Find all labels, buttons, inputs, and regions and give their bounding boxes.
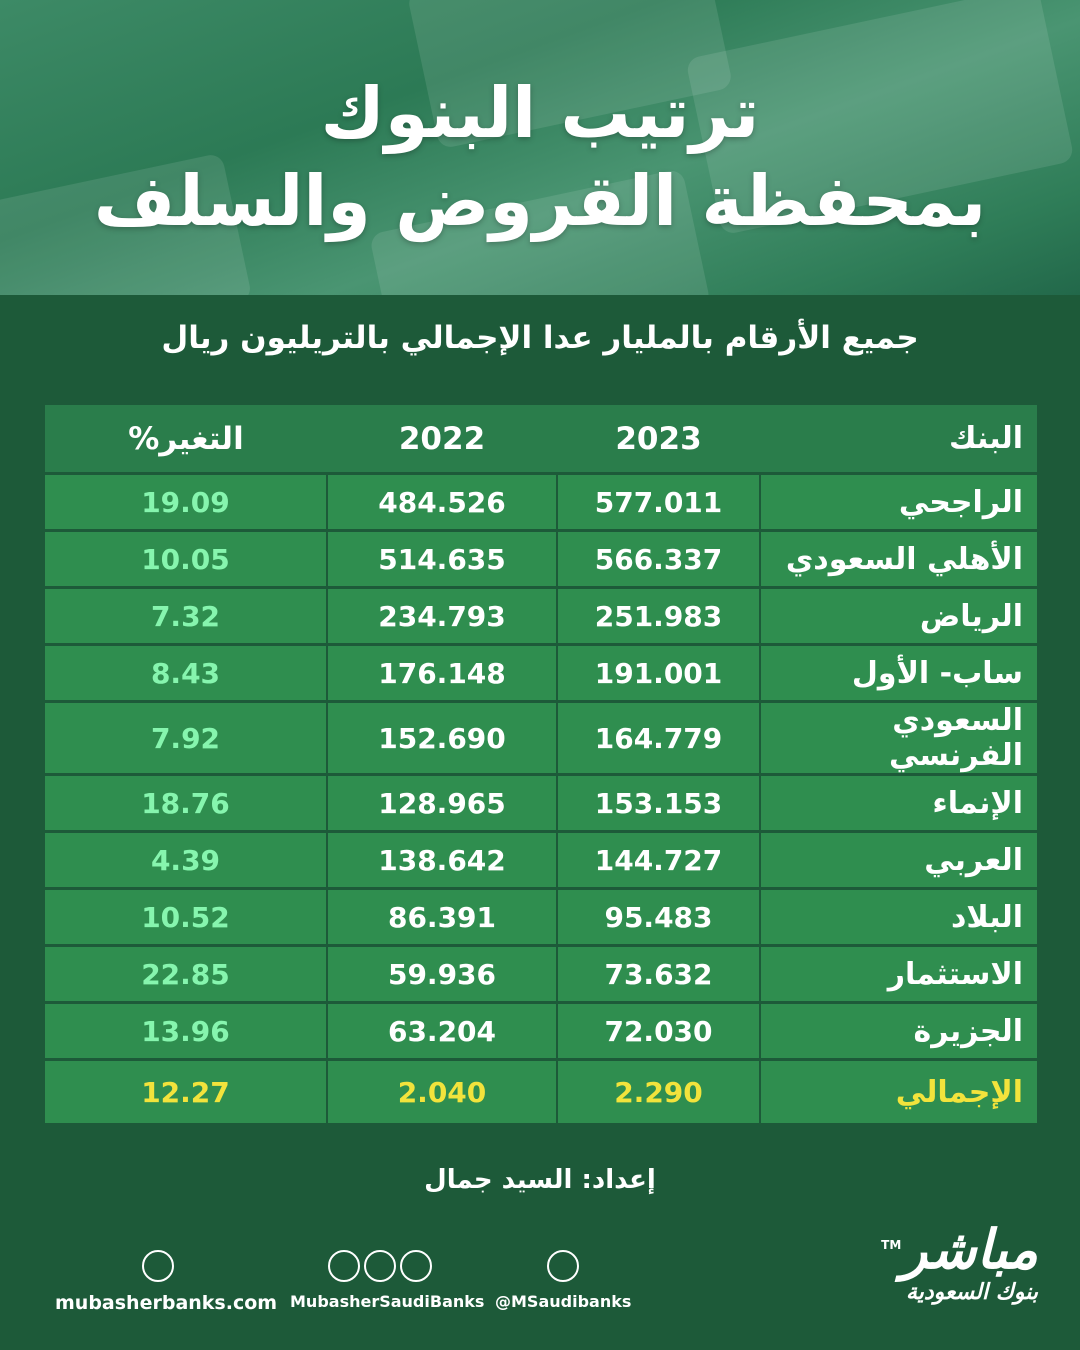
table-row: ساب- الأول 191.001 176.148 8.43 — [45, 643, 1037, 702]
table-cell: 22.85 — [45, 944, 327, 1003]
table-cell: 234.793 — [326, 586, 557, 645]
data-table: البنك 2023 2022 التغير% الراجحي 577.011 484.5… — [45, 405, 1037, 1123]
table-cell: الاستثمار — [759, 944, 1037, 1003]
table-cell: 176.148 — [326, 643, 557, 702]
total-cell: 2.040 — [326, 1058, 557, 1123]
table-row: السعودي الفرنسي 164.779 152.690 7.92 — [45, 700, 1037, 775]
table-cell: 19.09 — [45, 472, 327, 531]
table-cell: 251.983 — [556, 586, 760, 645]
header-cell: 2022 — [327, 405, 557, 474]
table-cell: 566.337 — [556, 529, 760, 588]
twitter: @MSaudibanks — [495, 1250, 632, 1311]
header-cell: 2023 — [557, 405, 760, 474]
table-cell: 138.642 — [326, 830, 557, 889]
table-row: الإنماء 153.153 128.965 18.76 — [45, 773, 1037, 832]
total-cell: 12.27 — [45, 1058, 327, 1123]
table-cell: البلاد — [759, 887, 1037, 946]
table-cell: 73.632 — [556, 944, 760, 1003]
table-cell: الجزيرة — [759, 1001, 1037, 1060]
header-cell: البنك — [760, 405, 1037, 474]
table-cell: 8.43 — [45, 643, 327, 702]
table-cell: 153.153 — [556, 773, 760, 832]
table-cell: 191.001 — [556, 643, 760, 702]
table-cell: 7.92 — [45, 700, 327, 775]
table-cell: الرياض — [759, 586, 1037, 645]
linkedin-icon[interactable] — [400, 1250, 432, 1282]
total-row: الإجمالي 2.290 2.040 12.27 — [45, 1058, 1037, 1123]
table-cell: السعودي الفرنسي — [759, 700, 1037, 775]
logo-subtext: بنوك السعودية — [905, 1280, 1038, 1305]
table-cell: 144.727 — [556, 830, 760, 889]
website-text: mubasherbanks.com — [55, 1292, 278, 1314]
title-line: بمحفظة القروض والسلف — [93, 160, 987, 242]
instagram-icon[interactable] — [364, 1250, 396, 1282]
table-cell: 10.05 — [45, 529, 327, 588]
subtitle: جميع الأرقام بالمليار عدا الإجمالي بالتر… — [161, 320, 919, 356]
table-row: الاستثمار 73.632 59.936 22.85 — [45, 944, 1037, 1003]
table-cell: 7.32 — [45, 586, 327, 645]
table-cell: 72.030 — [556, 1001, 760, 1060]
banner — [0, 0, 1080, 295]
twitter-handle: @MSaudibanks — [495, 1292, 632, 1311]
title-line: ترتيب البنوك — [320, 72, 760, 154]
total-cell: الإجمالي — [759, 1058, 1037, 1123]
table-row: العربي 144.727 138.642 4.39 — [45, 830, 1037, 889]
table-cell: 164.779 — [556, 700, 760, 775]
table-cell: 128.965 — [326, 773, 557, 832]
table-row: البلاد 95.483 86.391 10.52 — [45, 887, 1037, 946]
social-links: MubasherSaudiBanks — [290, 1250, 485, 1311]
facebook-icon[interactable] — [328, 1250, 360, 1282]
table-cell: 10.52 — [45, 887, 327, 946]
table-cell: العربي — [759, 830, 1037, 889]
credit: إعداد: السيد جمال — [424, 1165, 656, 1195]
table-cell: 63.204 — [326, 1001, 557, 1060]
header-cell: التغير% — [45, 405, 327, 474]
table-cell: 18.76 — [45, 773, 327, 832]
table-cell: 484.526 — [326, 472, 557, 531]
table-cell: 13.96 — [45, 1001, 327, 1060]
table-cell: 4.39 — [45, 830, 327, 889]
website: mubasherbanks.com — [55, 1250, 278, 1314]
social-handle: MubasherSaudiBanks — [290, 1292, 485, 1311]
table-row: الرياض 251.983 234.793 7.32 — [45, 586, 1037, 645]
table-cell: 152.690 — [326, 700, 557, 775]
table-cell: الإنماء — [759, 773, 1037, 832]
table-cell: 514.635 — [326, 529, 557, 588]
table-row: الراجحي 577.011 484.526 19.09 — [45, 472, 1037, 531]
table-cell: 95.483 — [556, 887, 760, 946]
logo-text: مباشر — [901, 1218, 1038, 1281]
table-cell: الراجحي — [759, 472, 1037, 531]
table-row: الأهلي السعودي 566.337 514.635 10.05 — [45, 529, 1037, 588]
twitter-icon[interactable] — [546, 1250, 579, 1282]
total-cell: 2.290 — [556, 1058, 760, 1123]
table-row: الجزيرة 72.030 63.204 13.96 — [45, 1001, 1037, 1060]
table-cell: 577.011 — [556, 472, 760, 531]
header-row: البنك 2023 2022 التغير% — [45, 405, 1037, 474]
trademark: TM — [881, 1238, 902, 1252]
table-cell: الأهلي السعودي — [759, 529, 1037, 588]
table-cell: 59.936 — [326, 944, 557, 1003]
logo: مباشرTM بنوك السعودية — [881, 1215, 1038, 1306]
table-cell: ساب- الأول — [759, 643, 1037, 702]
table-cell: 86.391 — [326, 887, 557, 946]
globe-icon — [141, 1250, 174, 1282]
